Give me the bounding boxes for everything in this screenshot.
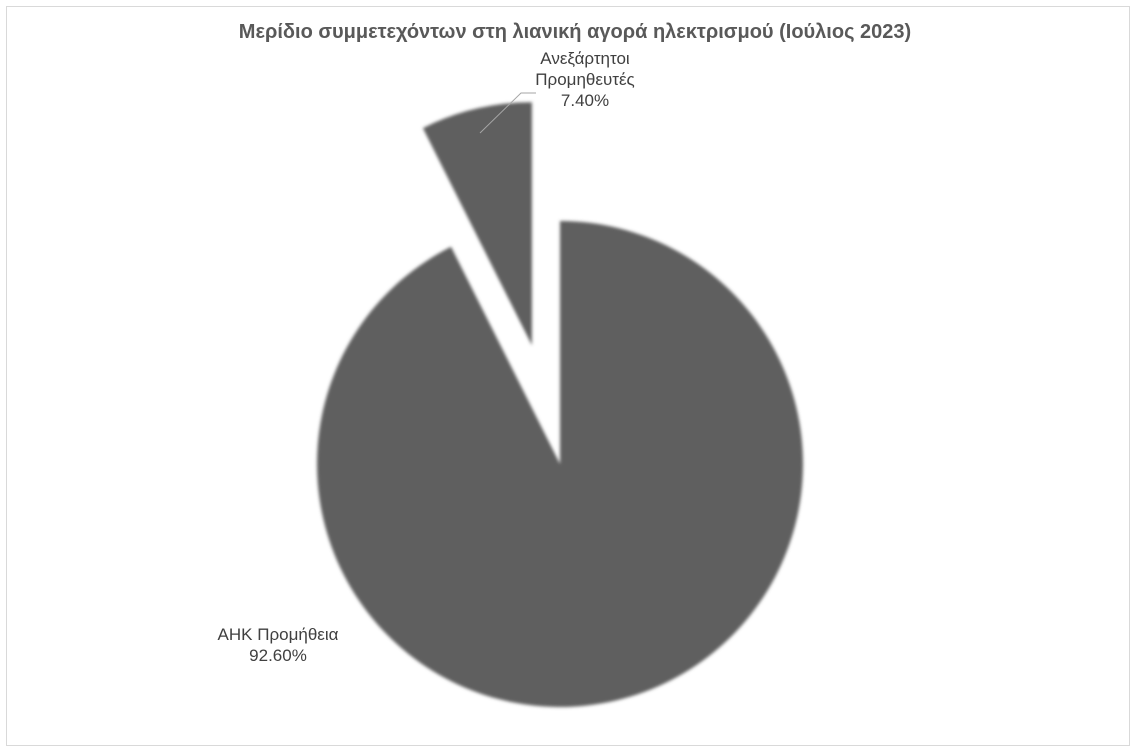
slice-name-label-2: ΑΗΚ Προμήθεια bbox=[218, 625, 339, 644]
pie-slice-1 bbox=[422, 102, 532, 346]
slice-name-label-1: Ανεξάρτητοι bbox=[540, 49, 630, 68]
leader-line-1 bbox=[479, 92, 536, 134]
slice-value-label-2: 92.60% bbox=[249, 646, 307, 665]
slice-value-label-1: 7.40% bbox=[561, 91, 609, 110]
slice-name-label-1: Προμηθευτές bbox=[535, 70, 634, 89]
chart-title: Μερίδιο συμμετεχόντων στη λιανική αγορά … bbox=[238, 21, 912, 43]
pie-slice-2 bbox=[317, 221, 804, 707]
